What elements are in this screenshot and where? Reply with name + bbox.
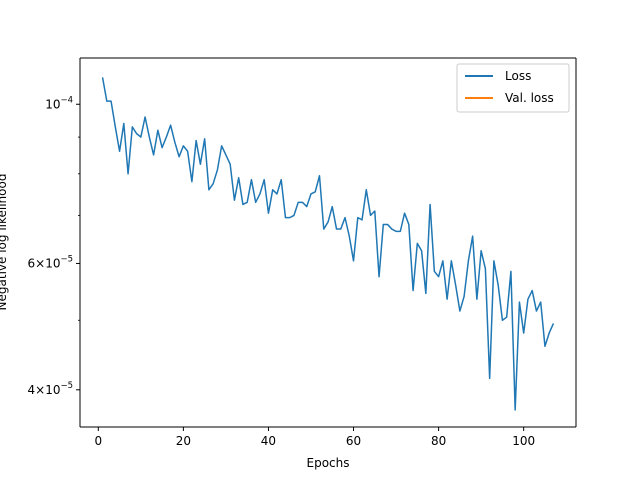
x-tick-label: 100 [512, 434, 535, 448]
plot-area [80, 58, 576, 427]
legend: Loss Val. loss [456, 63, 570, 113]
series-line-loss [101, 77, 555, 411]
x-axis-label: Epochs [307, 456, 350, 470]
y-tick-label: 4×10−5 [28, 381, 74, 397]
y-tick-label: 6×10−5 [28, 254, 74, 270]
legend-label-loss: Loss [505, 69, 531, 83]
x-axis-ticks: 0 20 40 60 80 100 [94, 427, 535, 448]
x-tick-label: 20 [176, 434, 191, 448]
y-axis-label: Negative log likelihood [0, 174, 9, 311]
x-tick-label: 40 [261, 434, 276, 448]
y-axis-ticks: 4×10−5 6×10−5 10−4 [28, 95, 80, 397]
x-tick-label: 0 [94, 434, 102, 448]
x-tick-label: 80 [431, 434, 446, 448]
x-tick-label: 60 [346, 434, 361, 448]
y-tick-label: 10−4 [45, 95, 73, 111]
series-layer [101, 77, 555, 411]
legend-label-val-loss: Val. loss [505, 91, 554, 105]
